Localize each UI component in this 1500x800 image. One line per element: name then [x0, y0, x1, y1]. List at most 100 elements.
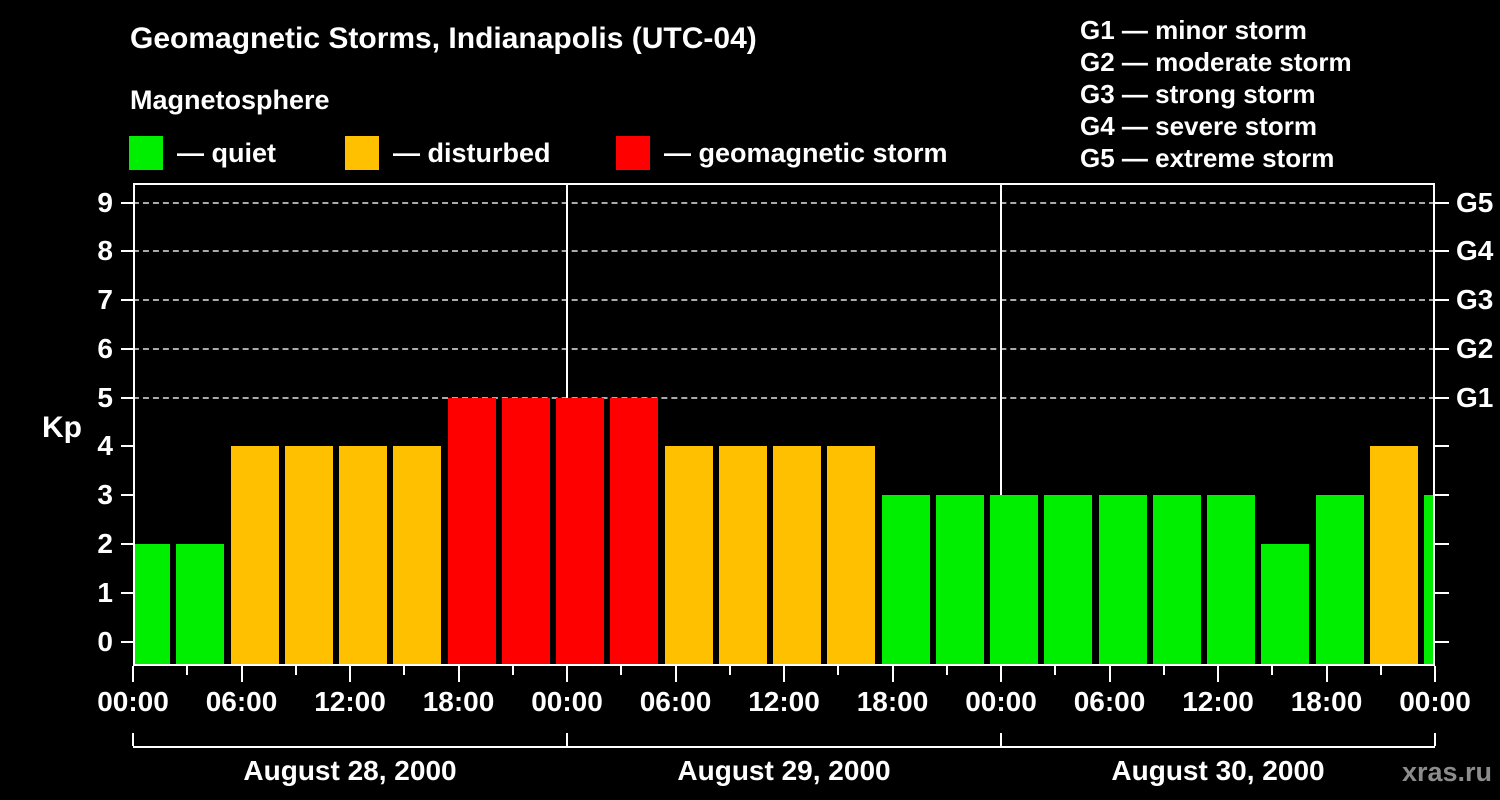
x-tick-label-9: 06:00 [1073, 686, 1146, 717]
x-axis-tick-6 [457, 666, 460, 682]
y-axis-tick-left-5 [121, 396, 133, 399]
x-axis-tick-10 [674, 666, 677, 682]
x-tick-label-2: 12:00 [314, 686, 386, 717]
kp-bar-20 [1207, 495, 1255, 666]
x-axis-tick-15 [945, 666, 948, 675]
legend-label-quiet: — quiet [177, 138, 276, 168]
bracket-tick-0 [132, 733, 134, 746]
y-axis-tick-right-0 [1435, 640, 1449, 643]
kp-bar-9 [610, 397, 659, 666]
x-axis-tick-8 [566, 666, 568, 682]
plot-border-top [133, 183, 1435, 185]
x-axis-tick-2 [240, 666, 243, 682]
y-axis-tick-right-7 [1435, 299, 1449, 302]
y-axis-tick-left-0 [121, 640, 133, 643]
y-axis-tick-right-8 [1435, 250, 1449, 253]
disturbed-color-swatch-icon [345, 136, 379, 170]
kp-bar-12 [773, 446, 821, 666]
chart-subtitle: Magnetosphere [130, 85, 330, 115]
y-axis-tick-right-4 [1435, 445, 1449, 448]
x-tick-label-11: 18:00 [1290, 686, 1363, 717]
gridline-kp5 [133, 396, 1435, 399]
y-tick-label-8: 8 [97, 235, 113, 267]
gridline-kp9 [133, 201, 1435, 204]
kp-bar-16 [990, 495, 1038, 666]
storm-color-swatch-icon [616, 136, 650, 170]
kp-bar-4 [339, 446, 387, 666]
x-tick-label-8: 00:00 [965, 686, 1037, 717]
right-axis-label-g2: G2 [1456, 332, 1494, 364]
y-axis-tick-left-7 [121, 299, 133, 302]
y-tick-label-5: 5 [97, 381, 113, 413]
y-axis-tick-right-1 [1435, 591, 1449, 594]
kp-bar-19 [1152, 495, 1201, 666]
y-tick-label-2: 2 [97, 528, 113, 560]
kp-bar-11 [718, 446, 767, 666]
kp-bar-17 [1044, 495, 1093, 666]
x-tick-label-7: 18:00 [856, 686, 929, 717]
y-tick-label-7: 7 [97, 284, 113, 316]
watermark: xras.ru [1401, 757, 1492, 787]
y-tick-label-9: 9 [97, 186, 113, 218]
y-axis-tick-left-8 [121, 250, 133, 253]
x-axis-tick-9 [620, 666, 623, 675]
kp-bar-18 [1098, 495, 1147, 666]
y-axis-tick-left-4 [121, 445, 133, 448]
x-tick-label-5: 06:00 [639, 686, 712, 717]
x-axis-tick-5 [403, 666, 406, 675]
x-axis-tick-20 [1217, 666, 1219, 682]
bracket-horizontal-line [133, 746, 1435, 748]
kp-bar-2 [230, 446, 279, 666]
day-label-0: August 28, 2000 [243, 755, 457, 786]
y-tick-label-1: 1 [97, 576, 113, 608]
x-axis-tick-3 [294, 666, 297, 675]
right-axis-label-g3: G3 [1456, 284, 1494, 316]
y-axis-tick-left-1 [121, 591, 133, 594]
kp-bar-10 [664, 446, 713, 666]
gridline-kp6 [133, 347, 1435, 350]
x-axis-tick-18 [1108, 666, 1111, 682]
x-axis-tick-11 [728, 666, 731, 675]
y-axis-tick-left-3 [121, 494, 133, 497]
right-axis-label-g1: G1 [1456, 381, 1494, 413]
gridline-kp8 [133, 250, 1435, 253]
bracket-tick-3 [1434, 733, 1436, 746]
x-axis-tick-19 [1162, 666, 1165, 675]
y-axis-tick-left-6 [121, 347, 133, 350]
y-axis-tick-right-9 [1435, 201, 1449, 204]
x-axis-tick-0 [132, 666, 134, 682]
x-tick-label-3: 18:00 [422, 686, 495, 717]
day-separator-line-2 [1000, 183, 1002, 666]
y-axis-tick-right-3 [1435, 494, 1449, 497]
y-axis-tick-left-2 [121, 543, 133, 546]
x-axis-tick-23 [1379, 666, 1382, 675]
quiet-color-swatch-icon [129, 136, 163, 170]
kp-bar-24 [1424, 495, 1435, 666]
x-axis-tick-12 [783, 666, 785, 682]
y-axis-tick-right-5 [1435, 396, 1449, 399]
x-axis-tick-13 [837, 666, 840, 675]
x-tick-label-10: 12:00 [1182, 686, 1254, 717]
y-tick-label-3: 3 [97, 479, 113, 511]
x-axis-tick-16 [1000, 666, 1002, 682]
day-label-2: August 30, 2000 [1111, 755, 1325, 786]
x-tick-label-0: 00:00 [97, 686, 169, 717]
g-scale-legend-line-1: G1 — minor storm [1080, 15, 1307, 45]
bracket-tick-2 [1000, 733, 1002, 746]
kp-bar-8 [556, 397, 604, 666]
x-axis-tick-14 [891, 666, 894, 682]
x-axis-tick-4 [349, 666, 351, 682]
kp-bar-0 [133, 544, 170, 666]
kp-bar-3 [284, 446, 333, 666]
x-axis-tick-22 [1325, 666, 1328, 682]
right-axis-label-g5: G5 [1456, 186, 1494, 218]
kp-bar-15 [935, 495, 984, 666]
y-axis-tick-right-6 [1435, 347, 1449, 350]
x-axis-tick-1 [186, 666, 189, 675]
kp-bar-6 [447, 397, 496, 666]
kp-bar-1 [176, 544, 225, 666]
chart-title: Geomagnetic Storms, Indianapolis (UTC-04… [130, 22, 757, 55]
x-tick-label-1: 06:00 [205, 686, 278, 717]
x-tick-label-6: 12:00 [748, 686, 820, 717]
